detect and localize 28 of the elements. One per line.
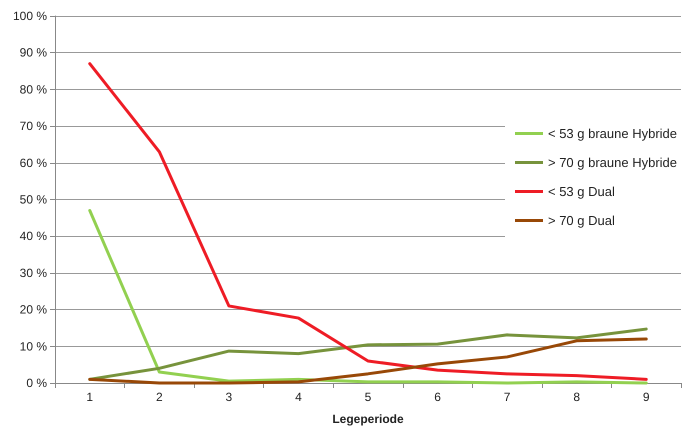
x-tick-label: 3 [226, 390, 233, 404]
y-tick-label: 70 % [20, 119, 48, 134]
x-tick-label: 2 [156, 390, 163, 404]
x-tick-label: 4 [295, 390, 302, 404]
y-tick-label: 100 % [12, 9, 48, 23]
legend-label: > 70 g braune Hybride [548, 155, 678, 170]
x-tick-label: 6 [434, 390, 442, 404]
x-tick-label: 5 [364, 390, 372, 404]
x-tick-label: 1 [86, 390, 94, 404]
x-tick-label: 8 [573, 390, 580, 404]
y-tick-label: 40 % [20, 229, 48, 244]
legend-label: < 53 g Dual [548, 184, 615, 199]
legend-label: > 70 g Dual [548, 213, 615, 228]
line-series [88, 337, 648, 384]
x-tick-label: 7 [504, 390, 511, 404]
x-tick-label: 9 [642, 390, 650, 404]
y-tick-label: 30 % [20, 266, 48, 280]
y-tick-label: 80 % [20, 82, 48, 96]
y-tick-label: 20 % [20, 302, 48, 317]
y-tick-label: 10 % [20, 339, 48, 354]
y-tick-label: 90 % [20, 46, 48, 60]
y-tick-label: 50 % [20, 192, 48, 206]
y-tick-label: 60 % [20, 156, 48, 170]
y-tick-label: 0 % [26, 376, 48, 390]
legend-label: < 53 g braune Hybride [548, 126, 678, 141]
line-series [88, 209, 648, 384]
x-axis-title: Legeperiode [332, 412, 404, 426]
line-series [88, 328, 648, 381]
